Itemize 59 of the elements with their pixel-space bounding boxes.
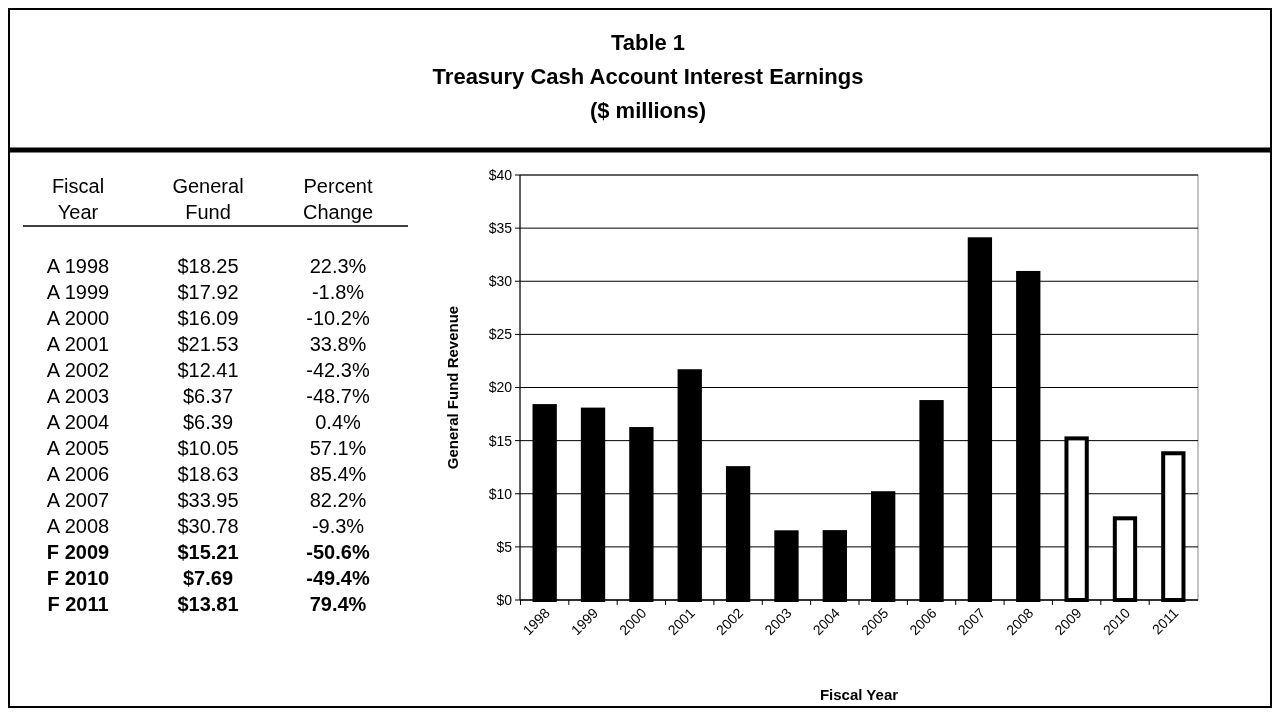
data-label: 22.3% [309, 255, 367, 277]
data-label: 79.4% [309, 593, 367, 615]
x-axis-title: Fiscal Year [819, 686, 899, 703]
category-label: A 1998 [46, 255, 110, 277]
data-label: -49.4% [306, 567, 370, 589]
data-label: $15.21 [177, 541, 239, 563]
data-label: -42.3% [306, 359, 370, 381]
text: ($ millions) [589, 98, 707, 123]
y-tick-label: $40 [488, 166, 513, 183]
category-label: A 2006 [46, 463, 110, 485]
category-label: A 2001 [46, 333, 110, 355]
y-tick-label: $25 [488, 326, 513, 343]
text: Percent Change [302, 175, 374, 223]
data-label: $13.81 [177, 593, 239, 615]
data-label: -48.7% [306, 385, 370, 407]
category-label: A 2005 [46, 437, 110, 459]
category-label: A 2004 [46, 411, 110, 433]
y-tick-label: $10 [488, 485, 513, 502]
text: Treasury Cash Account Interest Earnings [432, 64, 864, 89]
y-tick-label: $15 [488, 432, 513, 449]
data-label: $12.41 [177, 359, 239, 381]
data-label: 0.4% [315, 411, 362, 433]
category-label: F 2009 [46, 541, 110, 563]
data-label: -10.2% [306, 307, 370, 329]
data-label: $6.37 [182, 385, 234, 407]
data-label: 33.8% [309, 333, 367, 355]
data-label: -50.6% [306, 541, 370, 563]
data-label: -1.8% [311, 281, 365, 303]
data-label: $17.92 [177, 281, 239, 303]
category-label: A 2007 [46, 489, 110, 511]
category-label: F 2010 [46, 567, 110, 589]
y-tick-label: $20 [488, 379, 513, 396]
category-label: F 2011 [47, 593, 109, 615]
legend-title: Fiscal Year [51, 175, 105, 223]
y-tick-label: $0 [496, 591, 513, 608]
category-label: A 2003 [46, 385, 110, 407]
data-label: $30.78 [177, 515, 239, 537]
data-label: $16.09 [177, 307, 239, 329]
data-label: $33.95 [177, 489, 239, 511]
category-label: A 2008 [46, 515, 110, 537]
category-label: A 1999 [46, 281, 110, 303]
data-label: -9.3% [311, 515, 365, 537]
data-label: $6.39 [182, 411, 234, 433]
category-label: A 2000 [46, 307, 110, 329]
category-label: A 2002 [46, 359, 110, 381]
data-label: $21.53 [177, 333, 239, 355]
text: General Fund [172, 175, 244, 223]
text: Table 1 [610, 30, 686, 55]
data-label: 85.4% [309, 463, 367, 485]
data-label: $10.05 [177, 437, 239, 459]
data-label: 82.2% [309, 489, 367, 511]
data-label: $7.69 [182, 567, 234, 589]
data-label: $18.63 [177, 463, 239, 485]
y-tick-label: $35 [488, 220, 513, 237]
data-label: $18.25 [177, 255, 239, 277]
data-label: 57.1% [309, 437, 367, 459]
y-tick-label: $5 [496, 538, 513, 555]
y-axis-title: General Fund Revenue [444, 305, 461, 470]
y-tick-label: $30 [488, 273, 513, 290]
